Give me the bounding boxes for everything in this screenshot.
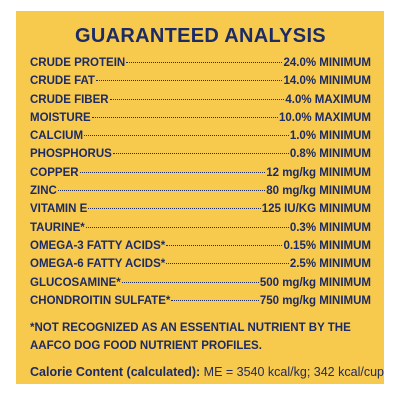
nutrient-value: 0.8% MINIMUM — [289, 148, 371, 161]
nutrient-name: CRUDE FIBER — [30, 93, 109, 106]
nutrient-value: 10.0% MAXIMUM — [278, 111, 371, 124]
dot-leader — [88, 208, 261, 210]
nutrient-value: 750 mg/kg MINIMUM — [259, 294, 371, 307]
dot-leader — [166, 263, 289, 265]
nutrient-value: 24.0% MINIMUM — [283, 57, 371, 69]
analysis-row: OMEGA-3 FATTY ACIDS* 0.15% MINIMUM — [30, 240, 371, 258]
dot-leader — [171, 299, 259, 301]
nutrient-name: TAURINE* — [30, 221, 85, 234]
analysis-row: GLUCOSAMINE* 500 mg/kg MINIMUM — [30, 277, 371, 295]
nutrient-name: VITAMIN E — [30, 203, 88, 216]
analysis-row: CALCIUM 1.0% MINIMUM — [30, 130, 371, 148]
nutrient-name: OMEGA-3 FATTY ACIDS* — [30, 239, 166, 252]
dot-leader — [166, 244, 283, 246]
title: GUARANTEED ANALYSIS — [75, 25, 326, 47]
footnote: *NOT RECOGNIZED AS AN ESSENTIAL NUTRIENT… — [30, 322, 351, 353]
analysis-row: MOISTURE 10.0% MAXIMUM — [30, 112, 371, 130]
nutrient-value: 500 mg/kg MINIMUM — [259, 276, 371, 289]
analysis-panel: GUARANTEED ANALYSIS CRUDE PROTEIN 24.0% M… — [16, 11, 384, 384]
nutrient-name: PHOSPHORUS — [30, 148, 112, 161]
analysis-row: ZINC 80 mg/kg MINIMUM — [30, 185, 371, 203]
dot-leader — [126, 62, 283, 63]
dot-leader — [85, 226, 289, 228]
dot-leader — [91, 116, 278, 118]
dot-leader — [84, 135, 289, 137]
analysis-rows: CRUDE PROTEIN 24.0% MINIMUM CRUDE FAT 14.0%… — [30, 57, 371, 313]
analysis-row: CHONDROITIN SULFATE* 750 mg/kg MINIMUM — [30, 295, 371, 313]
analysis-row: CRUDE FIBER 4.0% MAXIMUM — [30, 94, 371, 112]
nutrient-name: CALCIUM — [30, 130, 84, 143]
nutrient-name: CRUDE FAT — [30, 75, 95, 88]
nutrient-value: 1.0% MINIMUM — [289, 130, 371, 143]
nutrient-name: ZINC — [30, 185, 57, 198]
nutrient-name: MOISTURE — [30, 111, 91, 124]
calorie-content: Calorie Content (calculated): ME = 3540 … — [30, 365, 384, 380]
nutrient-value: 2.5% MINIMUM — [289, 258, 371, 271]
analysis-row: TAURINE* 0.3% MINIMUM — [30, 222, 371, 240]
calorie-value: ME = 3540 kcal/kg; 342 kcal/cup — [203, 365, 384, 380]
nutrient-value: 12 mg/kg MINIMUM — [266, 166, 371, 179]
calorie-label: Calorie Content (calculated): — [30, 365, 201, 380]
dot-leader — [109, 98, 285, 100]
dot-leader — [95, 80, 283, 82]
dot-leader — [79, 171, 266, 173]
dot-leader — [112, 153, 289, 155]
dot-leader — [57, 190, 266, 192]
analysis-row: VITAMIN E 125 IU/KG MINIMUM — [30, 203, 371, 221]
nutrient-name: GLUCOSAMINE* — [30, 276, 121, 289]
nutrient-name: OMEGA-6 FATTY ACIDS* — [30, 258, 166, 271]
analysis-row: COPPER 12 mg/kg MINIMUM — [30, 167, 371, 185]
nutrient-name: CHONDROITIN SULFATE* — [30, 294, 171, 307]
nutrient-value: 4.0% MAXIMUM — [285, 93, 371, 106]
nutrient-value: 0.15% MINIMUM — [283, 239, 371, 252]
analysis-row: OMEGA-6 FATTY ACIDS* 2.5% MINIMUM — [30, 258, 371, 276]
nutrient-value: 80 mg/kg MINIMUM — [266, 185, 371, 198]
nutrient-value: 14.0% MINIMUM — [283, 75, 371, 88]
nutrient-name: COPPER — [30, 166, 79, 179]
nutrient-value: 125 IU/KG MINIMUM — [261, 203, 371, 216]
dot-leader — [121, 281, 259, 283]
nutrient-name: CRUDE PROTEIN — [30, 57, 126, 69]
analysis-row: PHOSPHORUS 0.8% MINIMUM — [30, 148, 371, 166]
nutrient-value: 0.3% MINIMUM — [289, 221, 371, 234]
analysis-row: CRUDE FAT 14.0% MINIMUM — [30, 75, 371, 93]
analysis-row: CRUDE PROTEIN 24.0% MINIMUM — [30, 57, 371, 75]
